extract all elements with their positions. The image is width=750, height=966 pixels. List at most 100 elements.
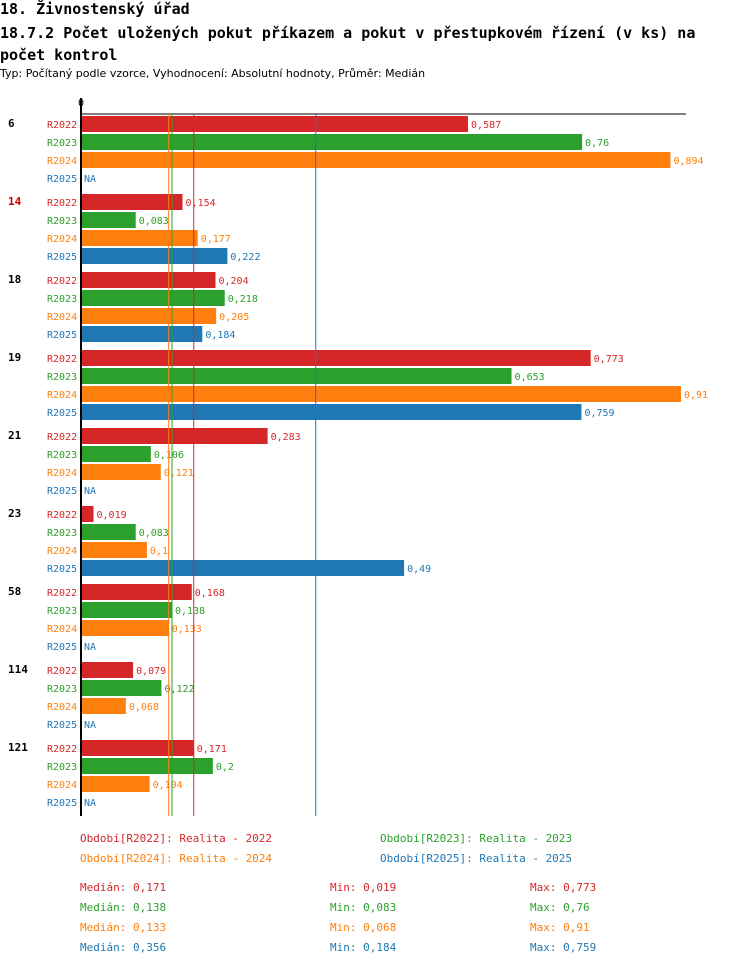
- bar: [81, 698, 126, 714]
- series-label: R2025: [47, 720, 77, 731]
- bar: [81, 542, 147, 558]
- series-label: R2025: [47, 798, 77, 809]
- category-label: 114: [8, 663, 28, 676]
- bar: [81, 194, 183, 210]
- bar-chart: 06R20220,587R20230,76R20240,894R2025NA14…: [8, 98, 708, 816]
- data-label: 0,138: [175, 606, 205, 617]
- data-label: 0,121: [164, 468, 194, 479]
- series-label: R2024: [47, 624, 77, 635]
- stat-median: Medián: 0,171: [80, 881, 167, 894]
- data-label: 0,019: [97, 510, 127, 521]
- data-label: NA: [84, 486, 96, 497]
- page-title: 18. Živnostenský úřad: [0, 0, 190, 18]
- bar: [81, 212, 136, 228]
- data-label: 0,171: [197, 744, 227, 755]
- bar: [81, 740, 194, 756]
- series-label: R2022: [47, 432, 77, 443]
- series-label: R2025: [47, 642, 77, 653]
- series-label: R2025: [47, 174, 77, 185]
- series-label: R2022: [47, 588, 77, 599]
- series-label: R2024: [47, 546, 77, 557]
- data-label: 0,083: [139, 216, 169, 227]
- data-label: 0,1: [150, 546, 168, 557]
- series-label: R2025: [47, 252, 77, 263]
- series-label: R2024: [47, 156, 77, 167]
- data-label: 0,773: [594, 354, 624, 365]
- series-label: R2024: [47, 390, 77, 401]
- series-label: R2023: [47, 216, 77, 227]
- series-label: R2024: [47, 702, 77, 713]
- category-label: 18: [8, 273, 21, 286]
- bar: [81, 230, 198, 246]
- bar: [81, 404, 582, 420]
- series-label: R2023: [47, 294, 77, 305]
- series-label: R2022: [47, 354, 77, 365]
- series-label: R2024: [47, 234, 77, 245]
- series-label: R2025: [47, 564, 77, 575]
- bar: [81, 368, 512, 384]
- series-label: R2025: [47, 408, 77, 419]
- series-label: R2023: [47, 372, 77, 383]
- bar: [81, 248, 228, 264]
- data-label: 0,104: [153, 780, 183, 791]
- data-label: 0,184: [205, 330, 235, 341]
- bar: [81, 680, 162, 696]
- data-label: 0,068: [129, 702, 159, 713]
- data-label: 0,133: [172, 624, 202, 635]
- stat-median: Medián: 0,356: [80, 941, 167, 954]
- bar: [81, 134, 583, 150]
- stat-max: Max: 0,773: [530, 881, 597, 894]
- stat-max: Max: 0,91: [530, 921, 590, 934]
- category-label: 23: [8, 507, 21, 520]
- bar: [81, 350, 591, 366]
- stat-median: Medián: 0,133: [80, 921, 167, 934]
- bar: [81, 776, 150, 792]
- series-label: R2023: [47, 450, 77, 461]
- stat-min: Min: 0,068: [330, 921, 397, 934]
- legend-item: Období[R2022]: Realita - 2022: [80, 832, 273, 845]
- series-label: R2022: [47, 666, 77, 677]
- series-label: R2022: [47, 276, 77, 287]
- bar: [81, 758, 213, 774]
- stat-median: Medián: 0,138: [80, 901, 167, 914]
- data-label: 0,218: [228, 294, 258, 305]
- bar: [81, 428, 268, 444]
- series-label: R2023: [47, 606, 77, 617]
- data-label: 0,168: [195, 588, 225, 599]
- chart-subtitle: 18.7.2 Počet uložených pokut příkazem a …: [0, 24, 696, 64]
- data-label: 0,222: [230, 252, 260, 263]
- series-label: R2022: [47, 744, 77, 755]
- data-label: 0,205: [219, 312, 249, 323]
- bar: [81, 662, 134, 678]
- data-label: 0,154: [186, 198, 216, 209]
- data-label: 0,894: [673, 156, 703, 167]
- series-label: R2023: [47, 528, 77, 539]
- data-label: 0,122: [164, 684, 194, 695]
- data-label: NA: [84, 174, 96, 185]
- bar: [81, 584, 192, 600]
- chart-description: Typ: Počítaný podle vzorce, Vyhodnocení:…: [0, 67, 426, 80]
- series-label: R2022: [47, 510, 77, 521]
- bar: [81, 290, 225, 306]
- bar: [81, 602, 172, 618]
- series-label: R2023: [47, 684, 77, 695]
- legend-item: Období[R2023]: Realita - 2023: [380, 832, 573, 845]
- legend-item: Období[R2024]: Realita - 2024: [80, 852, 273, 865]
- bar: [81, 506, 94, 522]
- data-label: 0,587: [471, 120, 501, 131]
- data-label: 0,083: [139, 528, 169, 539]
- data-label: NA: [84, 720, 96, 731]
- series-label: R2024: [47, 780, 77, 791]
- bar: [81, 446, 151, 462]
- data-label: 0,204: [219, 276, 249, 287]
- series-label: R2025: [47, 486, 77, 497]
- series-label: R2022: [47, 120, 77, 131]
- bar: [81, 326, 203, 342]
- data-label: 0,079: [136, 666, 166, 677]
- category-label: 19: [8, 351, 21, 364]
- data-label: 0,2: [216, 762, 234, 773]
- category-label: 121: [8, 741, 28, 754]
- stat-max: Max: 0,76: [530, 901, 590, 914]
- bar: [81, 386, 681, 402]
- data-label: 0,283: [271, 432, 301, 443]
